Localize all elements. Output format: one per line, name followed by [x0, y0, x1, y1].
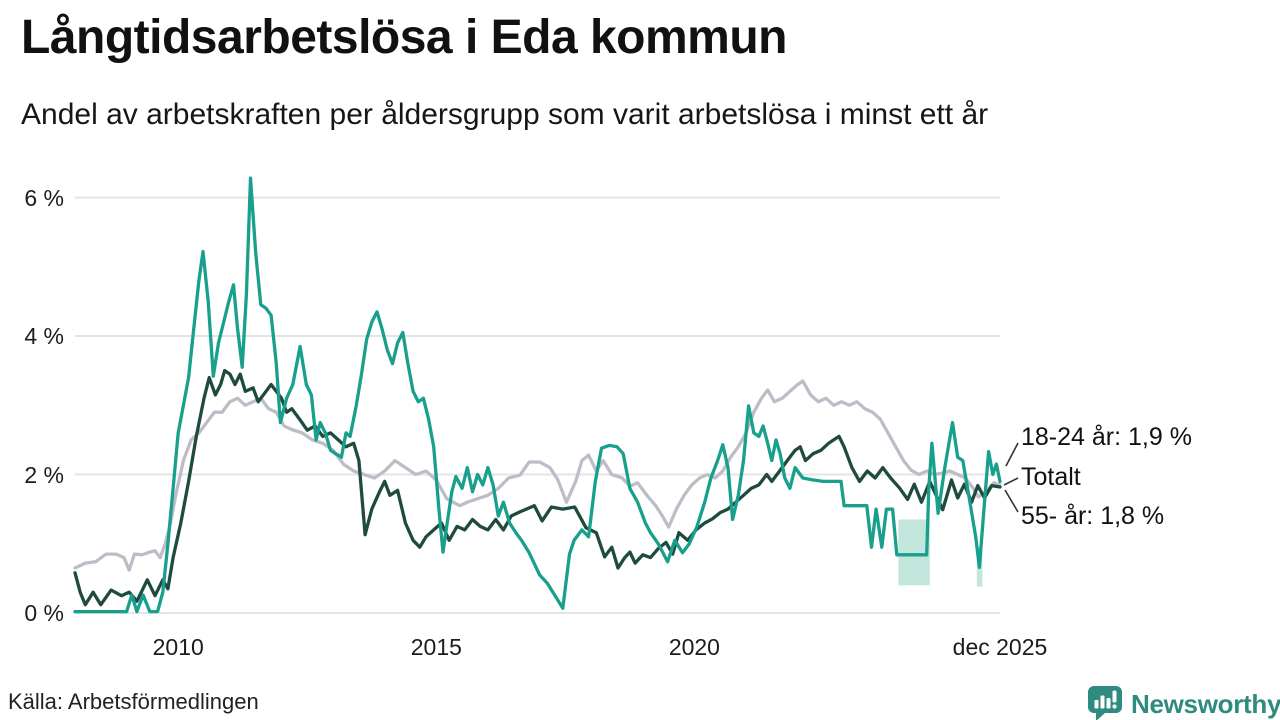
bar-chart-speech-bubble-icon	[1086, 683, 1124, 720]
chart-subtitle: Andel av arbetskraften per åldersgrupp s…	[21, 98, 989, 131]
x-tick-label: 2010	[152, 634, 204, 660]
x-tick-label: 2015	[410, 634, 462, 660]
series-line-55-ar	[73, 368, 1002, 607]
series-end-label: 18-24 år: 1,9 %	[1021, 423, 1192, 451]
annotation-pointer-line	[1005, 442, 1019, 467]
y-tick-label: 6 %	[24, 184, 64, 211]
uncertainty-band	[898, 519, 930, 586]
series-end-label: 55- år: 1,8 %	[1021, 502, 1165, 530]
newsworthy-brand: Newsworthy	[1086, 683, 1280, 720]
x-tick-label: 2020	[668, 634, 720, 660]
y-tick-label: 0 %	[24, 600, 64, 626]
series-line-18-24-ar	[73, 176, 1002, 614]
x-tick-label: dec 2025	[952, 634, 1048, 660]
page-title: Långtidsarbetslösa i Eda kommun	[21, 11, 788, 64]
source-note: Källa: Arbetsförmedlingen	[8, 689, 259, 714]
y-tick-label: 2 %	[24, 461, 64, 488]
y-tick-label: 4 %	[24, 323, 64, 349]
annotation-pointer-line	[1003, 477, 1019, 486]
brand-name: Newsworthy	[1131, 689, 1280, 719]
annotation-pointer-line	[1004, 489, 1019, 513]
series-end-label: Totalt	[1021, 463, 1081, 491]
series-line-totalt	[73, 379, 1002, 572]
